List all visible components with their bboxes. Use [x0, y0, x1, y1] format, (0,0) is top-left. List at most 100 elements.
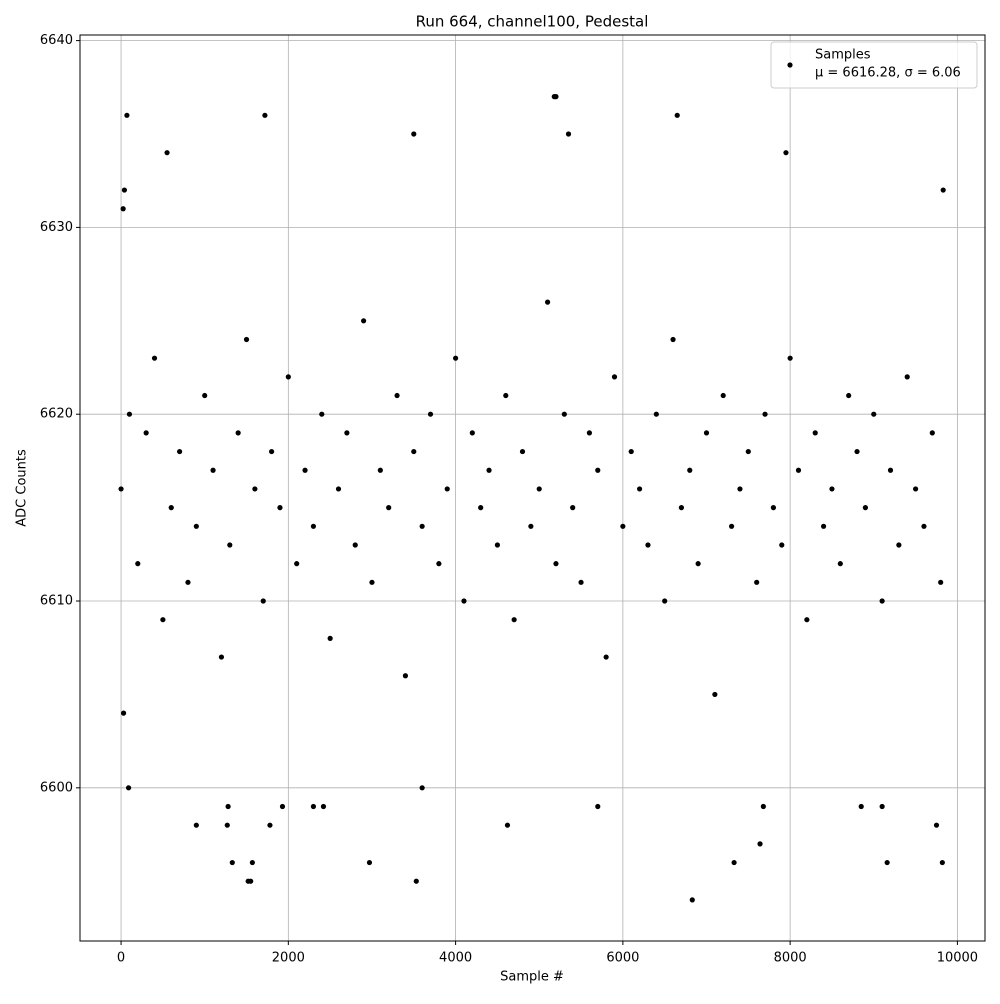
- point: [779, 542, 785, 548]
- x-tick-label: 8000: [774, 951, 807, 966]
- point: [653, 411, 659, 417]
- point: [224, 822, 230, 828]
- point: [352, 542, 358, 548]
- point: [294, 561, 300, 567]
- point: [125, 785, 132, 791]
- point: [218, 654, 225, 660]
- point: [277, 505, 283, 511]
- point: [737, 486, 743, 492]
- y-tick-label: 6610: [40, 594, 73, 609]
- point: [310, 523, 317, 529]
- point: [731, 859, 737, 866]
- point: [904, 374, 910, 380]
- point: [854, 448, 860, 455]
- point: [620, 523, 626, 529]
- point: [118, 486, 124, 492]
- point: [674, 112, 680, 118]
- point: [921, 523, 927, 529]
- point: [695, 561, 701, 567]
- point: [519, 448, 526, 455]
- point: [795, 467, 802, 473]
- point: [319, 411, 325, 417]
- point: [160, 617, 166, 623]
- point: [787, 355, 793, 361]
- point: [120, 206, 126, 212]
- point: [504, 822, 511, 828]
- point: [762, 411, 768, 417]
- point: [193, 822, 199, 828]
- axes-frame: [79, 34, 986, 942]
- legend-stats: μ = 6616.28, σ = 6.06: [815, 66, 961, 81]
- point: [511, 617, 517, 623]
- point: [202, 392, 208, 399]
- point: [858, 803, 864, 810]
- point: [452, 355, 459, 361]
- point: [933, 822, 940, 828]
- point: [662, 598, 668, 604]
- point: [494, 542, 501, 548]
- point: [595, 803, 601, 810]
- point: [369, 579, 375, 585]
- point: [553, 561, 559, 567]
- point: [411, 448, 417, 455]
- y-tick-label: 6630: [40, 220, 73, 235]
- point: [565, 131, 572, 137]
- point: [862, 505, 869, 511]
- point: [887, 467, 894, 473]
- point: [402, 673, 409, 679]
- point: [344, 430, 350, 436]
- point: [225, 803, 231, 810]
- point: [712, 691, 718, 698]
- point: [229, 859, 235, 866]
- point: [879, 598, 885, 604]
- x-tick-label: 6000: [606, 951, 639, 966]
- point: [279, 803, 286, 810]
- point: [327, 635, 333, 641]
- x-axis-label: Sample #: [500, 970, 564, 985]
- point: [603, 654, 609, 660]
- legend: Samples μ = 6616.28, σ = 6.06: [770, 41, 978, 89]
- point: [578, 579, 584, 585]
- x-tick-label: 0: [117, 951, 125, 966]
- point: [461, 598, 467, 604]
- point: [912, 486, 919, 492]
- point: [884, 859, 890, 866]
- point: [478, 505, 484, 511]
- point: [939, 859, 945, 866]
- point: [503, 392, 509, 399]
- legend-marker: [787, 62, 793, 68]
- point: [728, 523, 735, 529]
- point: [846, 392, 852, 399]
- x-tick-label: 4000: [439, 951, 472, 966]
- legend-label: Samples: [815, 48, 871, 63]
- point: [561, 411, 567, 417]
- point: [820, 523, 827, 529]
- point: [871, 411, 877, 417]
- point: [544, 299, 551, 305]
- point: [361, 318, 367, 324]
- point: [586, 430, 593, 436]
- legend-box: [770, 41, 978, 89]
- point: [335, 486, 342, 492]
- point: [770, 505, 777, 511]
- point: [310, 803, 317, 810]
- point: [210, 467, 216, 473]
- point: [678, 505, 685, 511]
- point: [687, 467, 693, 473]
- point: [553, 94, 559, 100]
- point: [320, 803, 327, 810]
- point: [720, 392, 726, 399]
- point: [436, 561, 442, 567]
- point: [168, 505, 174, 511]
- point: [804, 617, 810, 623]
- point: [757, 841, 763, 847]
- point: [444, 486, 450, 492]
- point: [413, 878, 419, 884]
- point: [366, 859, 373, 866]
- point: [185, 579, 191, 585]
- point: [121, 187, 128, 193]
- point: [135, 561, 141, 567]
- point: [745, 448, 751, 455]
